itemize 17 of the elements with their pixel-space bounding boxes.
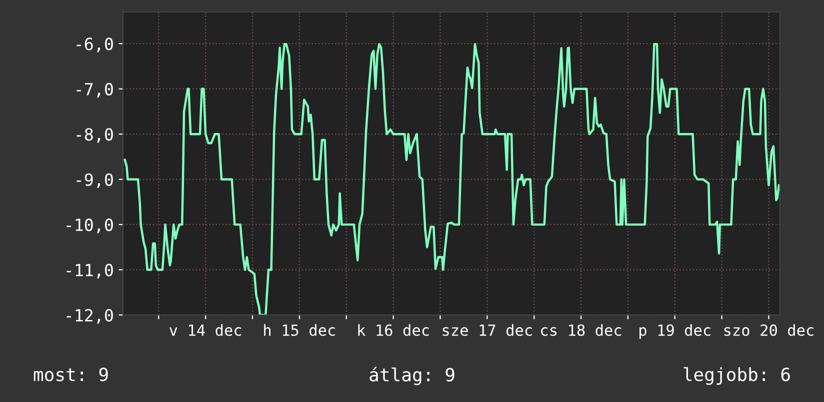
y-tick-label: -7,0 [76,82,113,98]
y-tick-label: -8,0 [76,128,113,143]
text: átlag: 9 [370,366,454,386]
text: legjobb: 6 [684,367,790,385]
y-tick-label: -9,0 [76,173,113,188]
x-tick-label: h 15 dec [264,324,335,336]
x-tick-label: k 16 dec [358,324,429,336]
y-tick-label: -10,0 [66,218,113,234]
x-tick-label: p 19 dec [639,324,710,339]
x-tick-label: cs 18 dec [541,324,622,336]
text: most: 9 [34,368,108,382]
x-tick-label: v 14 dec [170,324,242,336]
y-tick-label: -11,0 [66,264,113,278]
y-tick-label: -12,0 [66,309,113,324]
x-tick-label: szo 20 dec [724,324,814,336]
y-tick-label: -6,0 [76,38,113,52]
x-tick-label: sze 17 dec [442,324,532,336]
